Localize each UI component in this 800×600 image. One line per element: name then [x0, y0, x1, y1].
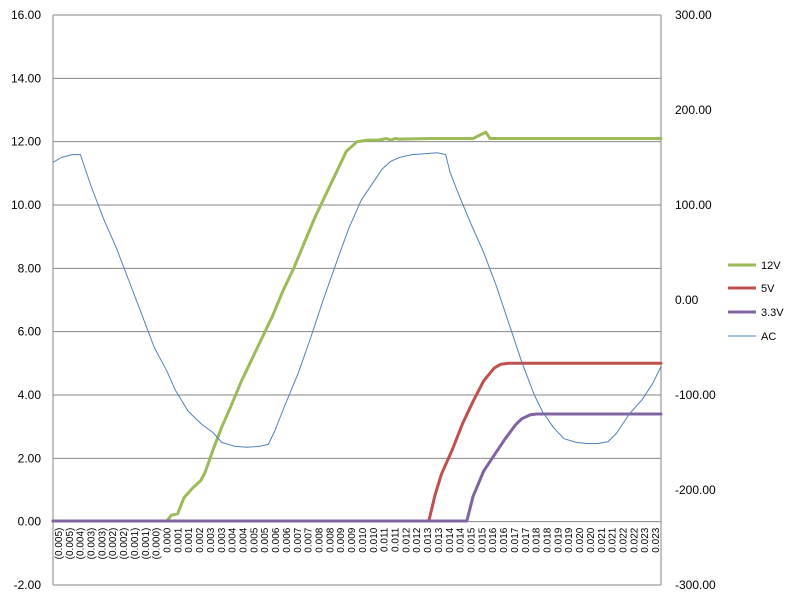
x-tick-label: (0.005) — [54, 528, 65, 560]
x-tick-label: 0.023 — [651, 527, 662, 552]
x-tick-label: 0.023 — [640, 527, 651, 552]
y-left-tick-label: 16.00 — [11, 8, 41, 22]
y-left-tick-label: 0.00 — [18, 515, 42, 529]
x-tick-label: 0.001 — [184, 527, 195, 552]
y-left-tick-label: 4.00 — [18, 388, 42, 402]
x-tick-label: 0.019 — [564, 527, 575, 552]
x-tick-label: 0.011 — [391, 527, 402, 552]
x-tick-label: (0.001) — [141, 528, 152, 560]
x-tick-label: 0.018 — [543, 527, 554, 552]
x-tick-label: 0.009 — [347, 527, 358, 552]
y-left-tick-label: 2.00 — [18, 451, 42, 465]
x-tick-label: 0.022 — [619, 527, 630, 552]
x-tick-label: 0.017 — [510, 527, 521, 552]
y-left-tick-label: 10.00 — [11, 198, 41, 212]
y-right-tick-label: -100.00 — [675, 388, 716, 402]
y-axis-left-ticks: -2.00 0.00 2.00 4.00 6.00 8.00 10.00 12.00 14.00… — [11, 8, 41, 592]
x-tick-label: 0.003 — [206, 527, 217, 552]
y-axis-right-ticks: -300.00 -200.00 -100.00 0.00 100.00 200.00 300… — [675, 8, 716, 592]
x-tick-label: 0.006 — [271, 527, 282, 552]
legend-label: 5V — [761, 283, 775, 295]
x-axis-ticks: (0.005) (0.005) (0.004) (0.003) (0.003) (0.00… — [54, 527, 662, 559]
x-tick-label: 0.014 — [445, 527, 456, 552]
legend-label: AC — [761, 331, 776, 343]
x-tick-label: 0.004 — [239, 527, 250, 552]
y-left-tick-label: 8.00 — [18, 261, 42, 275]
x-tick-label: (0.003) — [87, 528, 98, 560]
x-tick-label: 0.019 — [553, 527, 564, 552]
x-tick-label: 0.012 — [412, 527, 423, 552]
series-lines — [51, 130, 663, 523]
x-tick-label: 0.014 — [456, 527, 467, 552]
x-tick-label: 0.015 — [477, 527, 488, 552]
legend: 12V 5V 3.3V AC — [728, 260, 784, 343]
series-line-12v — [51, 130, 663, 523]
x-tick-label: 0.002 — [195, 527, 206, 552]
x-tick-label: 0.007 — [304, 527, 315, 552]
x-tick-label: 0.016 — [488, 527, 499, 552]
x-tick-label: (0.002) — [108, 528, 119, 560]
legend-label: 12V — [761, 260, 781, 272]
x-tick-label: 0.011 — [380, 527, 391, 552]
y-right-tick-label: -200.00 — [675, 483, 716, 497]
y-right-tick-label: 0.00 — [675, 293, 699, 307]
x-tick-label: (0.002) — [119, 528, 130, 560]
y-left-tick-label: 6.00 — [18, 325, 42, 339]
x-tick-label: (0.001) — [130, 528, 141, 560]
x-tick-label: 0.006 — [282, 527, 293, 552]
x-tick-label: 0.018 — [532, 527, 543, 552]
series-line-3-3v — [51, 412, 663, 523]
x-tick-label: 0.005 — [260, 527, 271, 552]
y-right-tick-label: -300.00 — [675, 578, 716, 592]
x-tick-label: 0.010 — [358, 527, 369, 552]
y-left-tick-label: -2.00 — [14, 578, 42, 592]
x-tick-label: 0.004 — [228, 527, 239, 552]
x-tick-label: 0.010 — [369, 527, 380, 552]
x-tick-label: 0.020 — [586, 527, 597, 552]
x-tick-label: (0.003) — [97, 528, 108, 560]
series-line-5v — [51, 361, 663, 523]
y-right-tick-label: 100.00 — [675, 198, 712, 212]
x-tick-label: (0.000) — [152, 528, 163, 560]
x-tick-label: 0.009 — [336, 527, 347, 552]
x-tick-label: 0.007 — [293, 527, 304, 552]
gridlines — [53, 14, 661, 586]
x-tick-label: 0.013 — [434, 527, 445, 552]
x-tick-label: 0.021 — [597, 527, 608, 552]
x-tick-label: 0.015 — [467, 527, 478, 552]
x-tick-label: 0.005 — [249, 527, 260, 552]
x-tick-label: 0.008 — [325, 527, 336, 552]
x-tick-label: 0.012 — [401, 527, 412, 552]
x-tick-label: (0.005) — [65, 528, 76, 560]
x-tick-label: 0.020 — [575, 527, 586, 552]
x-tick-label: 0.008 — [315, 527, 326, 552]
series-line-ac — [52, 152, 662, 448]
x-tick-label: 0.017 — [521, 527, 532, 552]
y-right-tick-label: 300.00 — [675, 8, 712, 22]
x-tick-label: 0.022 — [629, 527, 640, 552]
y-left-tick-label: 14.00 — [11, 71, 41, 85]
legend-label: 3.3V — [761, 307, 784, 319]
x-tick-label: (0.004) — [76, 528, 87, 560]
x-tick-label: 0.016 — [499, 527, 510, 552]
y-right-tick-label: 200.00 — [675, 103, 712, 117]
y-left-tick-label: 12.00 — [11, 135, 41, 149]
x-tick-label: 0.021 — [608, 527, 619, 552]
x-tick-label: 0.001 — [173, 527, 184, 552]
x-tick-label: 0.003 — [217, 527, 228, 552]
x-tick-label: 0.000 — [163, 527, 174, 552]
x-tick-label: 0.013 — [423, 527, 434, 552]
